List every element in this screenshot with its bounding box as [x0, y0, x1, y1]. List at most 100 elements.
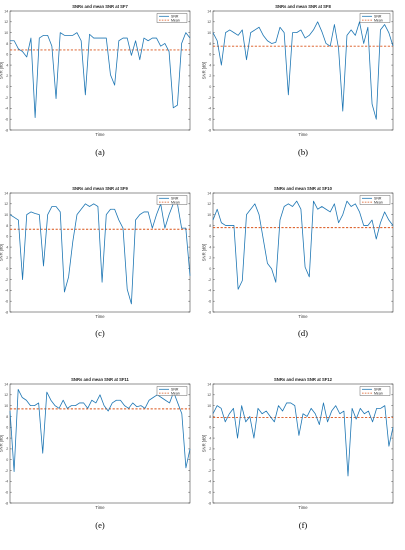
snr-line: [212, 200, 394, 290]
plot-area: [212, 10, 394, 131]
y-axis-label: SNR [dB]: [202, 244, 207, 261]
subfigure-label: (d): [298, 328, 308, 338]
y-tick-label: -2: [208, 96, 211, 100]
chart-title: SNRs and mean SNR at SF7: [72, 4, 128, 9]
y-tick-label: -6: [5, 117, 8, 121]
y-tick-label: 8: [209, 42, 211, 46]
y-tick-label: -4: [208, 289, 211, 293]
y-tick-label: 10: [4, 31, 8, 35]
y-tick-label: 14: [4, 382, 8, 386]
y-tick-label: 10: [207, 31, 211, 35]
chart-title: SNRs and mean SNR at SF10: [274, 186, 333, 191]
y-tick-label: -4: [208, 480, 211, 484]
plot-area: [9, 10, 191, 131]
y-tick-label: -2: [5, 469, 8, 473]
y-tick-label: 4: [209, 63, 211, 67]
y-tick-label: -2: [208, 278, 211, 282]
y-tick-label: -4: [5, 107, 8, 111]
x-axis-label: Time: [298, 314, 308, 319]
legend-box: [359, 13, 391, 23]
y-tick-label: 14: [207, 191, 211, 195]
y-axis-label: SNR [dB]: [0, 435, 4, 452]
chart-panel-1: SNRs and mean SNR at SF7 -8 -6 -4 -2 0 2 4 6 8 10 1…: [0, 4, 191, 137]
y-tick-label: 12: [4, 202, 8, 206]
y-tick-label: -8: [208, 501, 211, 505]
y-tick-label: 4: [6, 63, 8, 67]
snr-line: [9, 203, 191, 305]
y-tick-label: 8: [6, 415, 8, 419]
y-tick-label: 8: [209, 415, 211, 419]
y-tick-label: -8: [5, 128, 8, 132]
snr-line: [9, 389, 191, 473]
legend-box: [156, 195, 188, 205]
y-tick-label: 2: [6, 74, 8, 78]
x-axis-label: Time: [95, 505, 105, 510]
y-tick-label: 8: [209, 224, 211, 228]
y-tick-label: 6: [6, 53, 8, 57]
subfigure-label: (a): [95, 147, 105, 157]
y-tick-label: 8: [6, 42, 8, 46]
chart-panel-4: SNRs and mean SNR at SF10 -8 -6 -4 -2 0 2 4 6 8 10…: [202, 186, 394, 319]
y-tick-label: 6: [6, 426, 8, 430]
y-tick-label: 10: [4, 213, 8, 217]
y-tick-label: 6: [209, 235, 211, 239]
legend-label-mean: Mean: [374, 18, 383, 22]
y-tick-label: 2: [209, 447, 211, 451]
subfigure-label: (f): [299, 520, 308, 530]
x-axis-label: Time: [95, 132, 105, 137]
y-tick-label: 4: [209, 245, 211, 249]
y-tick-label: 0: [6, 458, 8, 462]
chart-title: SNRs and mean SNR at SF9: [72, 186, 128, 191]
y-tick-label: 6: [6, 235, 8, 239]
y-tick-label: 4: [6, 436, 8, 440]
y-tick-label: 0: [209, 85, 211, 89]
y-tick-label: -8: [5, 501, 8, 505]
y-tick-label: -6: [208, 117, 211, 121]
legend-label-mean: Mean: [374, 200, 383, 204]
y-tick-label: 2: [6, 256, 8, 260]
y-tick-label: -8: [208, 310, 211, 314]
subfigure-label: (e): [95, 520, 105, 530]
y-tick-label: 12: [207, 393, 211, 397]
legend-label-snr: SNR: [171, 388, 179, 392]
y-tick-label: 6: [209, 53, 211, 57]
chart-title: SNRs and mean SNR at SF8: [275, 4, 331, 9]
subfigure-label: (c): [95, 328, 105, 338]
y-tick-label: -4: [208, 107, 211, 111]
y-tick-label: 12: [4, 20, 8, 24]
y-tick-label: 10: [207, 404, 211, 408]
y-tick-label: -6: [5, 490, 8, 494]
legend-box: [156, 386, 188, 396]
snr-line: [212, 21, 394, 120]
chart-panel-5: SNRs and mean SNR at SF11 -8 -6 -4 -2 0 2 4 6 8 10…: [0, 377, 191, 510]
y-tick-label: -8: [5, 310, 8, 314]
y-tick-label: 14: [207, 9, 211, 13]
y-tick-label: 0: [209, 267, 211, 271]
y-tick-label: 4: [6, 245, 8, 249]
x-axis-label: Time: [298, 132, 308, 137]
legend-label-snr: SNR: [374, 388, 382, 392]
legend-box: [156, 13, 188, 23]
snr-line: [10, 32, 191, 118]
chart-panel-6: SNRs and mean SNR at SF12 -8 -6 -4 -2 0 2 4 6 8 10…: [202, 377, 394, 510]
plot-area: [212, 383, 394, 504]
y-tick-label: 2: [6, 447, 8, 451]
legend-label-snr: SNR: [374, 15, 382, 19]
y-tick-label: -2: [5, 278, 8, 282]
y-tick-label: 14: [4, 191, 8, 195]
chart-panel-3: SNRs and mean SNR at SF9 -8 -6 -4 -2 0 2 4 6 8 10 1…: [0, 186, 191, 319]
legend-label-mean: Mean: [374, 391, 383, 395]
y-tick-label: 12: [207, 202, 211, 206]
legend-label-snr: SNR: [171, 197, 179, 201]
y-tick-label: 0: [6, 85, 8, 89]
y-axis-label: SNR [dB]: [202, 62, 207, 79]
y-tick-label: -6: [208, 490, 211, 494]
y-tick-label: 2: [209, 256, 211, 260]
y-axis-label: SNR [dB]: [0, 244, 4, 261]
plot-area: [212, 192, 394, 313]
